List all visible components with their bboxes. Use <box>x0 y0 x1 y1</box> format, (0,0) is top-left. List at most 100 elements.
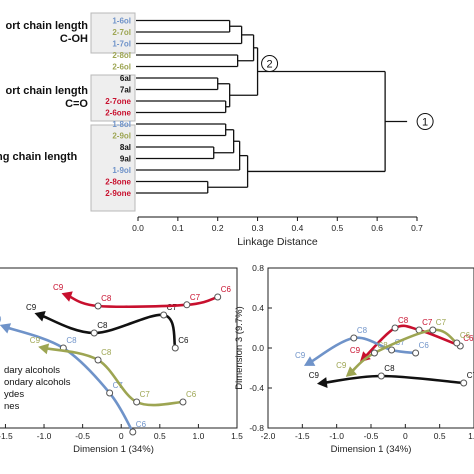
point-label: C8 <box>357 326 368 335</box>
series-line <box>349 328 459 375</box>
x-tick-label: -1.0 <box>329 431 344 441</box>
data-point <box>133 398 141 406</box>
y-axis-title: Dimension 3 (9.7%) <box>234 306 245 389</box>
point-label: C9 <box>295 351 306 360</box>
legend-entry: ondary alcohols <box>4 377 71 388</box>
x-tick-label: 0.4 <box>292 223 304 233</box>
point-label: C8 <box>97 321 108 330</box>
legend-entry: dary alcohols <box>4 365 60 376</box>
point-label: C9 <box>336 361 347 370</box>
data-point <box>453 339 461 347</box>
x-tick-label: 0.3 <box>252 223 264 233</box>
point-label: C9 <box>350 346 361 355</box>
series-line <box>38 313 177 350</box>
x-axis-title: Linkage Distance <box>237 236 318 248</box>
data-point <box>94 302 102 310</box>
point-label: C9 <box>26 303 37 312</box>
node-marker-label: 2 <box>267 59 273 71</box>
x-tick-label: 0 <box>403 431 408 441</box>
y-tick-label: -0.4 <box>249 383 264 393</box>
cluster-box <box>90 124 136 212</box>
x-tick-label: 0.5 <box>331 223 343 233</box>
point-label: C7 <box>167 303 178 312</box>
plot-frame <box>0 267 238 429</box>
leaf-label: 9al <box>120 155 131 164</box>
leaf-label: 2-8one <box>105 178 131 187</box>
point-label: C6 <box>221 285 232 294</box>
point-label: C7 <box>422 318 433 327</box>
point-label: C7 <box>467 371 474 380</box>
legend-entry: ydes <box>4 389 24 400</box>
data-point <box>429 326 437 334</box>
cluster-label: ort chain length <box>6 20 89 32</box>
point-label: C9 <box>53 283 64 292</box>
point-label: C8 <box>66 336 77 345</box>
leaf-label: 2-9one <box>105 189 131 198</box>
leaf-label: 7al <box>120 86 131 95</box>
direction-arrow <box>303 356 316 366</box>
cluster-label: C=O <box>65 98 88 110</box>
leaf-label: 1-6ol <box>112 17 131 26</box>
leaf-label: 8al <box>120 143 131 152</box>
point-label: C9 <box>309 371 320 380</box>
legend-entry: nes <box>4 401 20 412</box>
direction-arrow <box>345 366 357 377</box>
cluster-box <box>90 74 136 122</box>
series-line <box>65 293 219 309</box>
leaf-label: 2-7ol <box>112 28 131 37</box>
x-tick-label: 1.0 <box>468 431 474 441</box>
direction-arrow <box>61 291 73 302</box>
point-label: C8 <box>384 364 395 373</box>
series-line <box>42 346 185 407</box>
x-tick-label: -2.0 <box>261 431 276 441</box>
data-point <box>160 311 168 319</box>
point-label: C6 <box>178 336 189 345</box>
series-line <box>4 325 135 434</box>
x-tick-label: 0.7 <box>411 223 423 233</box>
direction-arrow <box>0 323 12 334</box>
x-tick-label: 1.0 <box>192 431 204 441</box>
leaf-label: 2-6one <box>105 109 131 118</box>
x-tick-label: 0 <box>119 431 124 441</box>
series-line <box>321 374 465 385</box>
y-tick-label: -0.8 <box>249 423 264 433</box>
data-point <box>90 329 98 337</box>
data-point <box>171 344 179 352</box>
x-axis-title: Dimension 1 (34%) <box>331 444 412 455</box>
node-marker <box>416 112 434 130</box>
x-tick-label: 0.5 <box>434 431 446 441</box>
direction-arrow <box>38 343 50 355</box>
point-label: C6 <box>186 390 197 399</box>
x-axis-title: Dimension 1 (34%) <box>73 444 154 455</box>
series-line <box>307 336 417 365</box>
x-tick-label: 0.2 <box>212 223 224 233</box>
x-tick-label: 0.1 <box>172 223 184 233</box>
point-label: C7 <box>113 381 124 390</box>
point-label: C9 <box>30 336 41 345</box>
node-marker-label: 1 <box>422 116 428 128</box>
data-point <box>460 379 468 387</box>
point-label: C6 <box>136 420 147 429</box>
leaf-label: 1-9ol <box>112 166 131 175</box>
leaf-label: 6al <box>120 74 131 83</box>
x-tick-label: -1.0 <box>37 431 52 441</box>
point-label: C8 <box>398 316 409 325</box>
data-point <box>183 301 191 309</box>
point-label: C6 <box>463 334 474 343</box>
cluster-box <box>90 12 136 54</box>
point-label: C7 <box>190 293 201 302</box>
x-tick-label: -0.5 <box>75 431 90 441</box>
x-tick-label: -0.5 <box>364 431 379 441</box>
y-tick-label: 0.0 <box>252 343 264 353</box>
direction-arrow <box>34 311 46 322</box>
data-point <box>129 428 137 436</box>
x-tick-label: 0.6 <box>371 223 383 233</box>
point-label: C8 <box>101 294 112 303</box>
data-point <box>214 293 222 301</box>
leaf-label: 1-7ol <box>112 40 131 49</box>
point-label: C6 <box>460 331 471 340</box>
x-tick-label: -1.5 <box>295 431 310 441</box>
data-point <box>388 346 396 354</box>
x-tick-label: 1.5 <box>231 431 243 441</box>
point-label: C7 <box>140 390 151 399</box>
